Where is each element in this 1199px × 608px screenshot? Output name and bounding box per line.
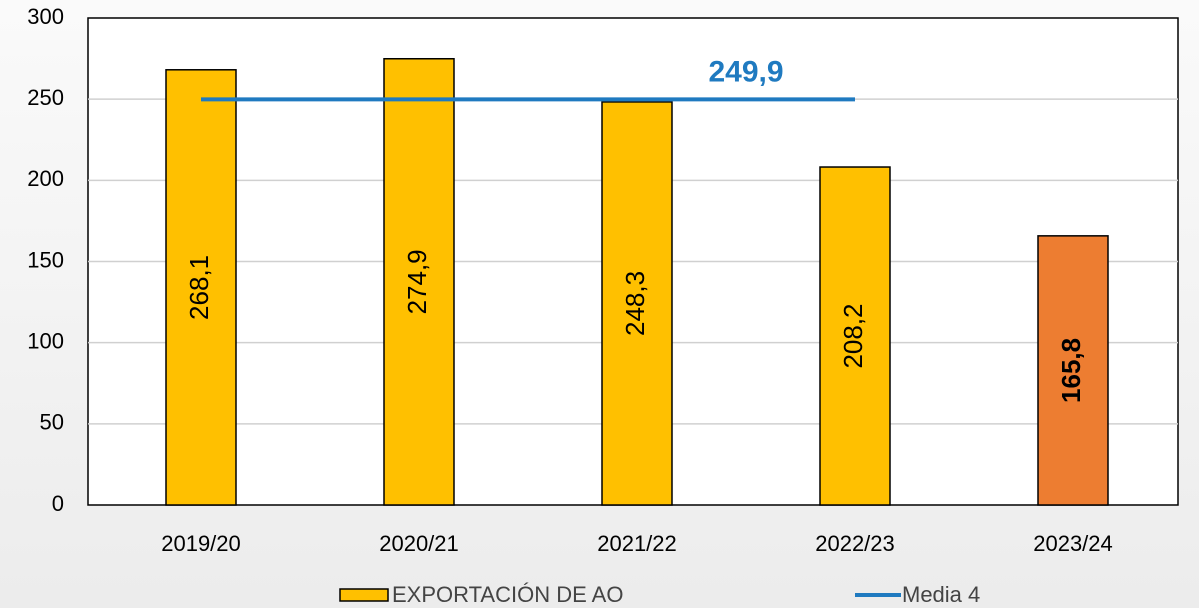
y-tick-label: 300	[27, 4, 64, 29]
y-tick-label: 50	[40, 410, 64, 435]
x-tick-label: 2022/23	[815, 531, 895, 556]
data-label: 165,8	[1056, 338, 1086, 403]
bar	[601, 101, 673, 506]
y-tick-label: 150	[27, 247, 64, 272]
y-tick-label: 200	[27, 166, 64, 191]
bar	[383, 57, 455, 506]
y-tick-label: 100	[27, 328, 64, 353]
data-label: 268,1	[184, 255, 214, 320]
legend-label: Media 4	[902, 582, 980, 607]
bar	[1037, 235, 1109, 506]
data-label: 274,9	[402, 249, 432, 314]
x-tick-label: 2019/20	[161, 531, 241, 556]
bar	[165, 69, 237, 506]
x-tick-label: 2021/22	[597, 531, 677, 556]
y-tick-label: 0	[52, 491, 64, 516]
legend-label: EXPORTACIÓN DE AO	[392, 582, 623, 607]
x-tick-label: 2020/21	[379, 531, 459, 556]
y-tick-label: 250	[27, 85, 64, 110]
legend-swatch	[339, 588, 389, 602]
data-label: 208,2	[838, 303, 868, 368]
bar	[819, 166, 891, 506]
data-label: 248,3	[620, 271, 650, 336]
x-tick-label: 2023/24	[1033, 531, 1113, 556]
mean-label: 249,9	[708, 55, 783, 88]
